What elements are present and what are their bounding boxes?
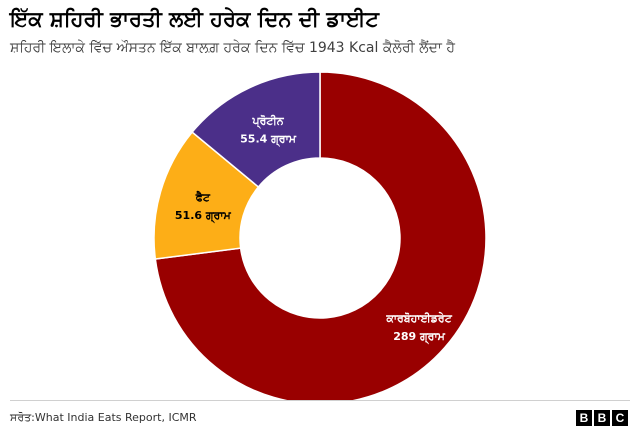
- slice-value-label: 289 ਗ੍ਰਾਮ: [393, 330, 445, 344]
- slice-label: ਫੈਟ: [195, 190, 211, 204]
- slice-label: ਕਾਰਬੋਹਾਈਡਰੇਟ: [385, 311, 452, 325]
- donut-chart: ਕਾਰਬੋਹਾਈਡਰੇਟ 289 ਗ੍ਰਾਮ ਫੈਟ 51.6 ਗ੍ਰਾਮ ਪ੍ਰੋਟੀ…: [153, 71, 487, 400]
- slice-value-label: 51.6 ਗ੍ਰਾਮ: [175, 209, 232, 223]
- donut-slice: [154, 71, 487, 400]
- chart-title: ਇੱਕ ਸ਼ਹਿਰੀ ਭਾਰਤੀ ਲਈ ਹਰੇਕ ਦਿਨ ਦੀ ਡਾਈਟ: [10, 7, 379, 31]
- chart-subtitle: ਸ਼ਹਿਰੀ ਇਲਾਕੇ ਵਿੱਚ ਔਸਤਨ ਇੱਕ ਬਾਲਗ਼ ਹਰੇਕ ਦਿ…: [10, 40, 455, 56]
- bbc-logo: B B C: [576, 410, 628, 426]
- donut-slice: [191, 71, 321, 189]
- bbc-logo-letter: B: [594, 410, 610, 426]
- bbc-logo-letter: B: [576, 410, 592, 426]
- bbc-logo-letter: C: [612, 410, 628, 426]
- footer-divider: [10, 400, 630, 401]
- slice-value-label: 55.4 ਗ੍ਰਾਮ: [240, 133, 297, 147]
- source-note: ਸਰੋਤ:What India Eats Report, ICMR: [10, 411, 197, 424]
- slice-label: ਪ੍ਰੋਟੀਨ: [252, 114, 285, 129]
